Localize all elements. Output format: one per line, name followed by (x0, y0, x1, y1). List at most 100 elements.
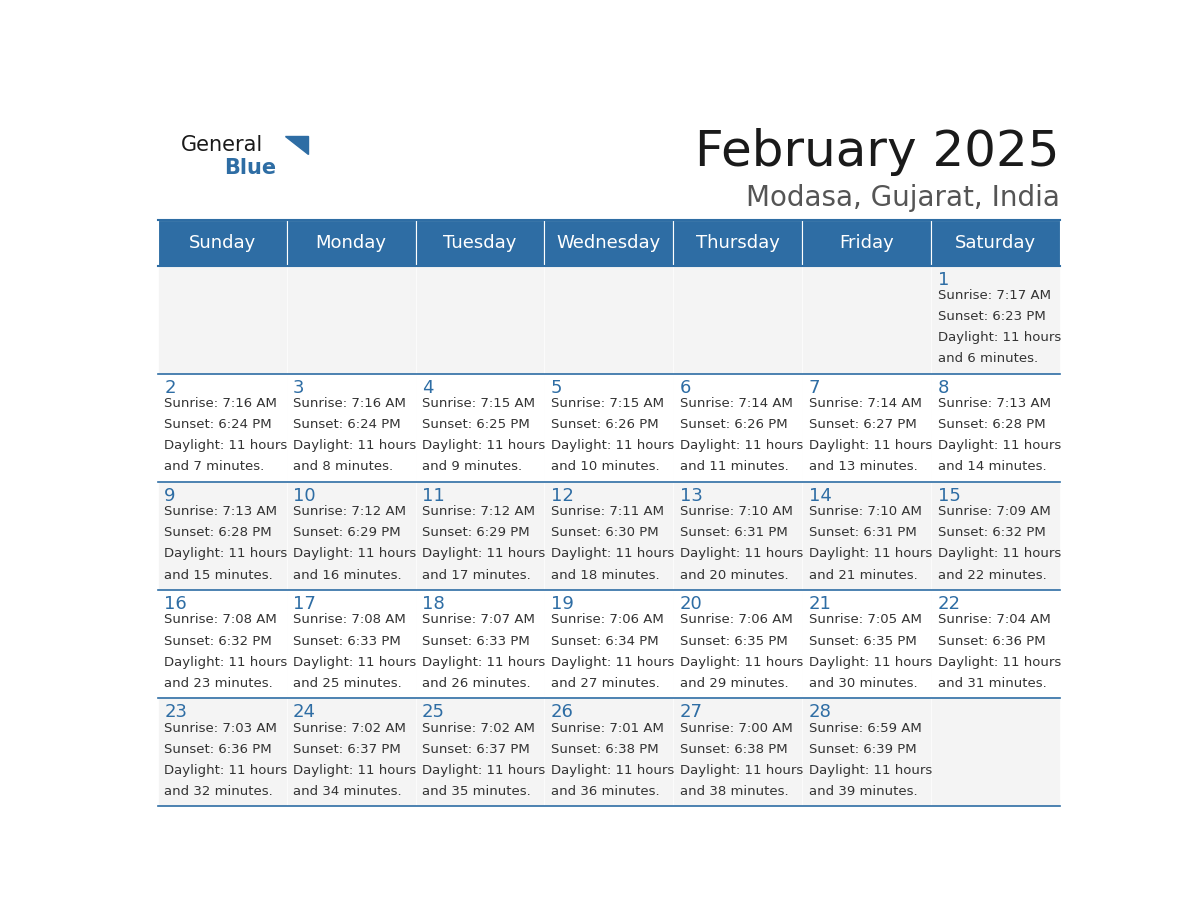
Text: 21: 21 (809, 595, 832, 613)
Text: and 36 minutes.: and 36 minutes. (551, 785, 659, 798)
Text: Daylight: 11 hours: Daylight: 11 hours (809, 764, 931, 777)
Text: 14: 14 (809, 487, 832, 505)
Text: 20: 20 (680, 595, 702, 613)
Text: Sunrise: 7:03 AM: Sunrise: 7:03 AM (164, 722, 277, 734)
Text: Daylight: 11 hours: Daylight: 11 hours (293, 655, 416, 668)
Bar (674, 590, 802, 699)
Text: Sunrise: 7:13 AM: Sunrise: 7:13 AM (937, 397, 1050, 410)
Text: Sunrise: 7:07 AM: Sunrise: 7:07 AM (422, 613, 535, 626)
Text: Sunrise: 7:17 AM: Sunrise: 7:17 AM (937, 289, 1050, 302)
Text: 13: 13 (680, 487, 702, 505)
Text: Sunset: 6:23 PM: Sunset: 6:23 PM (937, 310, 1045, 323)
Text: 15: 15 (937, 487, 960, 505)
Text: and 20 minutes.: and 20 minutes. (680, 568, 789, 582)
Bar (416, 699, 544, 806)
Text: Saturday: Saturday (955, 234, 1036, 252)
Text: Sunset: 6:29 PM: Sunset: 6:29 PM (422, 526, 530, 540)
Text: Monday: Monday (316, 234, 386, 252)
Text: Sunset: 6:32 PM: Sunset: 6:32 PM (937, 526, 1045, 540)
Bar (286, 374, 416, 482)
Text: Daylight: 11 hours: Daylight: 11 hours (164, 547, 287, 561)
Text: Sunset: 6:31 PM: Sunset: 6:31 PM (809, 526, 916, 540)
Text: and 8 minutes.: and 8 minutes. (293, 461, 393, 474)
Text: Sunrise: 7:15 AM: Sunrise: 7:15 AM (422, 397, 535, 410)
Bar (416, 590, 544, 699)
Text: Daylight: 11 hours: Daylight: 11 hours (551, 440, 674, 453)
Text: Daylight: 11 hours: Daylight: 11 hours (164, 440, 287, 453)
Text: Sunset: 6:29 PM: Sunset: 6:29 PM (293, 526, 400, 540)
Text: Sunrise: 7:10 AM: Sunrise: 7:10 AM (680, 505, 792, 519)
Text: Sunset: 6:37 PM: Sunset: 6:37 PM (293, 743, 400, 756)
Bar (158, 265, 286, 374)
Text: Sunset: 6:26 PM: Sunset: 6:26 PM (680, 419, 788, 431)
Text: 12: 12 (551, 487, 574, 505)
Text: 4: 4 (422, 379, 434, 397)
Text: Daylight: 11 hours: Daylight: 11 hours (422, 764, 545, 777)
Bar (931, 590, 1060, 699)
Bar (286, 699, 416, 806)
Text: Sunset: 6:32 PM: Sunset: 6:32 PM (164, 634, 272, 647)
Text: 17: 17 (293, 595, 316, 613)
Text: Sunset: 6:28 PM: Sunset: 6:28 PM (164, 526, 272, 540)
Text: Sunrise: 7:15 AM: Sunrise: 7:15 AM (551, 397, 664, 410)
Bar (286, 590, 416, 699)
Bar (544, 374, 674, 482)
Text: Daylight: 11 hours: Daylight: 11 hours (422, 655, 545, 668)
Polygon shape (285, 136, 308, 154)
Text: and 22 minutes.: and 22 minutes. (937, 568, 1047, 582)
Text: Sunset: 6:33 PM: Sunset: 6:33 PM (293, 634, 400, 647)
Text: Daylight: 11 hours: Daylight: 11 hours (293, 547, 416, 561)
Text: Daylight: 11 hours: Daylight: 11 hours (293, 440, 416, 453)
Bar (544, 482, 674, 590)
Bar (674, 219, 802, 265)
Bar (931, 374, 1060, 482)
Text: and 16 minutes.: and 16 minutes. (293, 568, 402, 582)
Text: Sunrise: 7:00 AM: Sunrise: 7:00 AM (680, 722, 792, 734)
Bar (802, 699, 931, 806)
Text: Daylight: 11 hours: Daylight: 11 hours (293, 764, 416, 777)
Text: Daylight: 11 hours: Daylight: 11 hours (551, 655, 674, 668)
Text: and 27 minutes.: and 27 minutes. (551, 677, 659, 689)
Bar (544, 219, 674, 265)
Text: Daylight: 11 hours: Daylight: 11 hours (422, 440, 545, 453)
Text: Sunset: 6:34 PM: Sunset: 6:34 PM (551, 634, 658, 647)
Text: Daylight: 11 hours: Daylight: 11 hours (680, 655, 803, 668)
Text: 18: 18 (422, 595, 444, 613)
Text: 5: 5 (551, 379, 562, 397)
Text: Sunrise: 7:12 AM: Sunrise: 7:12 AM (293, 505, 406, 519)
Text: Daylight: 11 hours: Daylight: 11 hours (809, 440, 931, 453)
Text: 3: 3 (293, 379, 304, 397)
Text: Sunday: Sunday (189, 234, 255, 252)
Bar (544, 699, 674, 806)
Text: Daylight: 11 hours: Daylight: 11 hours (164, 764, 287, 777)
Bar (931, 219, 1060, 265)
Text: and 23 minutes.: and 23 minutes. (164, 677, 273, 689)
Bar (802, 265, 931, 374)
Text: and 29 minutes.: and 29 minutes. (680, 677, 789, 689)
Text: Sunrise: 7:08 AM: Sunrise: 7:08 AM (164, 613, 277, 626)
Text: Daylight: 11 hours: Daylight: 11 hours (937, 547, 1061, 561)
Bar (931, 699, 1060, 806)
Text: and 13 minutes.: and 13 minutes. (809, 461, 917, 474)
Text: 28: 28 (809, 703, 832, 722)
Text: and 7 minutes.: and 7 minutes. (164, 461, 265, 474)
Text: and 9 minutes.: and 9 minutes. (422, 461, 522, 474)
Text: Sunrise: 7:14 AM: Sunrise: 7:14 AM (809, 397, 922, 410)
Text: 22: 22 (937, 595, 961, 613)
Bar (931, 482, 1060, 590)
Text: Wednesday: Wednesday (557, 234, 661, 252)
Text: Sunrise: 7:01 AM: Sunrise: 7:01 AM (551, 722, 664, 734)
Text: Sunrise: 7:08 AM: Sunrise: 7:08 AM (293, 613, 406, 626)
Text: Blue: Blue (225, 158, 276, 177)
Text: Daylight: 11 hours: Daylight: 11 hours (551, 547, 674, 561)
Bar (158, 374, 286, 482)
Bar (544, 590, 674, 699)
Text: Sunrise: 7:05 AM: Sunrise: 7:05 AM (809, 613, 922, 626)
Bar (416, 219, 544, 265)
Text: Sunset: 6:31 PM: Sunset: 6:31 PM (680, 526, 788, 540)
Text: Thursday: Thursday (696, 234, 779, 252)
Text: February 2025: February 2025 (695, 128, 1060, 176)
Text: 27: 27 (680, 703, 703, 722)
Bar (802, 482, 931, 590)
Bar (544, 265, 674, 374)
